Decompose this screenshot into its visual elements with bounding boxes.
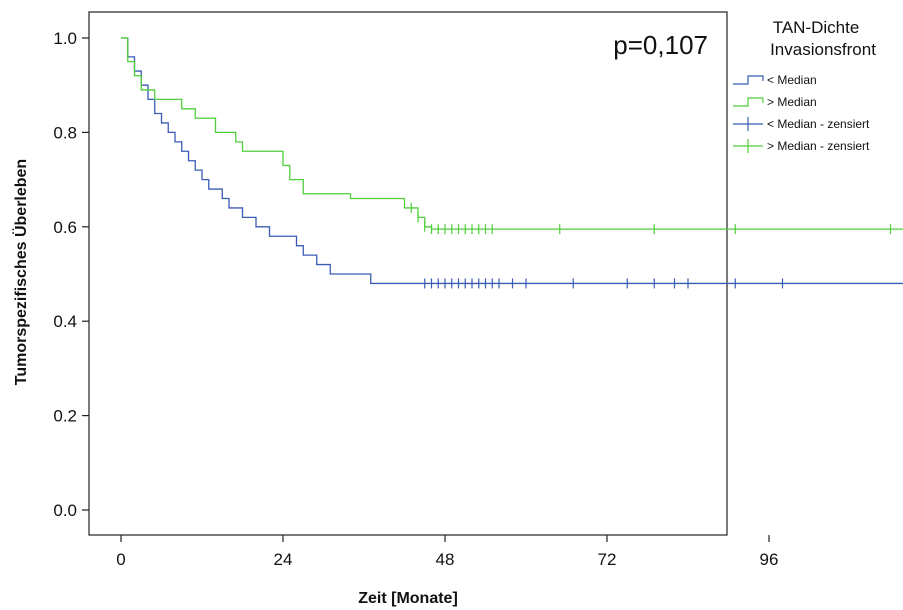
p-value-annotation: p=0,107 (613, 30, 708, 60)
legend-title-line1: TAN-Dichte (773, 18, 860, 37)
legend-step-swatch (733, 97, 764, 107)
y-tick-label: 0.6 (53, 218, 77, 237)
legend-label: > Median (767, 95, 817, 109)
legend-label: > Median - zensiert (767, 139, 870, 153)
series-below-median (121, 37, 903, 289)
legend-label: < Median (767, 73, 817, 87)
x-tick-label: 24 (274, 550, 293, 569)
legend-label: < Median - zensiert (767, 117, 870, 131)
plot-frame (88, 11, 728, 536)
legend-entry: > Median (733, 95, 817, 109)
y-tick-label: 0.8 (53, 123, 77, 142)
y-tick-label: 0.4 (53, 312, 77, 331)
y-tick-label: 0.0 (53, 501, 77, 520)
y-tick-label: 1.0 (53, 29, 77, 48)
x-axis-title: Zeit [Monate] (358, 590, 458, 607)
y-axis-title: Tumorspezifisches Überleben (11, 159, 30, 385)
legend-step-swatch (733, 75, 764, 85)
legend-entry: < Median (733, 73, 817, 87)
y-axis: 0.0 0.2 0.4 0.6 0.8 1.0 (53, 29, 89, 520)
legend-title-line2: Invasionsfront (770, 40, 876, 59)
x-tick-label: 48 (436, 550, 455, 569)
legend: TAN-Dichte Invasionsfront < Median > Medi… (733, 18, 876, 153)
legend-entry: < Median - zensiert (733, 117, 870, 131)
y-tick-label: 0.2 (53, 407, 77, 426)
x-axis: 024487296120144168192 (116, 535, 779, 569)
series-layer (121, 37, 903, 289)
survival-curve (121, 37, 903, 285)
series-above-median (121, 37, 903, 235)
legend-entries: < Median > Median < Median - zensiert > Med… (733, 73, 870, 153)
x-tick-label: 72 (598, 550, 617, 569)
x-tick-label: 0 (116, 550, 125, 569)
legend-entry: > Median - zensiert (733, 139, 870, 153)
survival-curve (121, 37, 903, 230)
x-tick-label: 96 (760, 550, 779, 569)
